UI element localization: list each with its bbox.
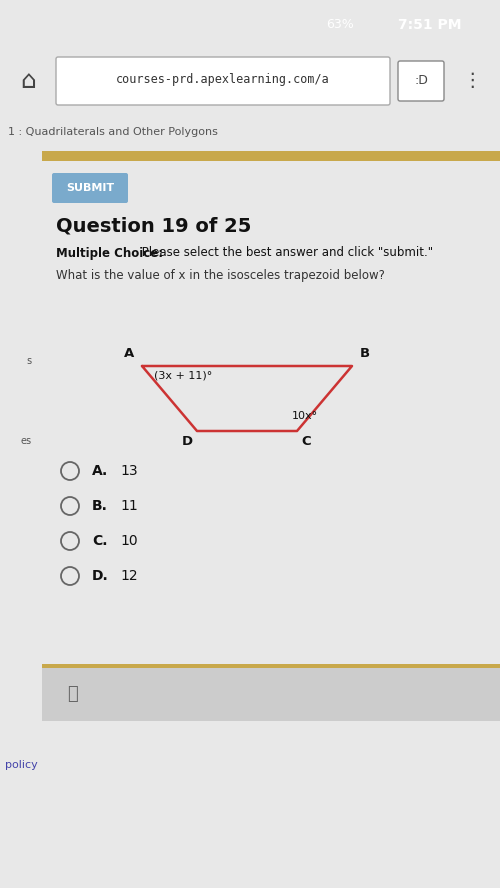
Text: Please select the best answer and click "submit.": Please select the best answer and click … — [138, 247, 433, 259]
FancyBboxPatch shape — [52, 173, 128, 203]
Text: 11: 11 — [120, 499, 138, 513]
Bar — [42, 151, 500, 161]
Text: ⌂: ⌂ — [20, 69, 36, 93]
Text: 13: 13 — [120, 464, 138, 478]
FancyBboxPatch shape — [398, 61, 444, 101]
Bar — [42, 664, 500, 668]
Text: Question 19 of 25: Question 19 of 25 — [56, 217, 252, 235]
Text: D.: D. — [92, 569, 109, 583]
FancyBboxPatch shape — [56, 57, 390, 105]
Text: B.: B. — [92, 499, 108, 513]
Text: 10: 10 — [120, 534, 138, 548]
Text: 12: 12 — [120, 569, 138, 583]
Bar — [42, 666, 500, 721]
Text: C.: C. — [92, 534, 108, 548]
Text: SUBMIT: SUBMIT — [66, 183, 114, 193]
Text: C: C — [301, 435, 310, 448]
Text: :D: :D — [414, 75, 428, 88]
Text: 10x°: 10x° — [292, 411, 318, 421]
Text: B: B — [360, 347, 370, 360]
Text: A: A — [124, 347, 134, 360]
Text: What is the value of x in the isosceles trapezoid below?: What is the value of x in the isosceles … — [56, 268, 385, 281]
Text: 7:51 PM: 7:51 PM — [398, 18, 462, 32]
Text: es: es — [21, 436, 32, 446]
Text: s: s — [27, 356, 32, 366]
Text: 🖨: 🖨 — [66, 685, 78, 703]
Text: courses-prd.apexlearning.com/a: courses-prd.apexlearning.com/a — [116, 73, 330, 85]
Text: (3x + 11)°: (3x + 11)° — [154, 370, 212, 380]
Text: ⋮: ⋮ — [462, 72, 482, 91]
Text: 63%: 63% — [326, 19, 354, 31]
Text: 1 : Quadrilaterals and Other Polygons: 1 : Quadrilaterals and Other Polygons — [8, 127, 218, 137]
Text: D: D — [182, 435, 193, 448]
Text: A.: A. — [92, 464, 108, 478]
Text: policy: policy — [5, 760, 38, 770]
Text: Multiple Choice:: Multiple Choice: — [56, 247, 163, 259]
